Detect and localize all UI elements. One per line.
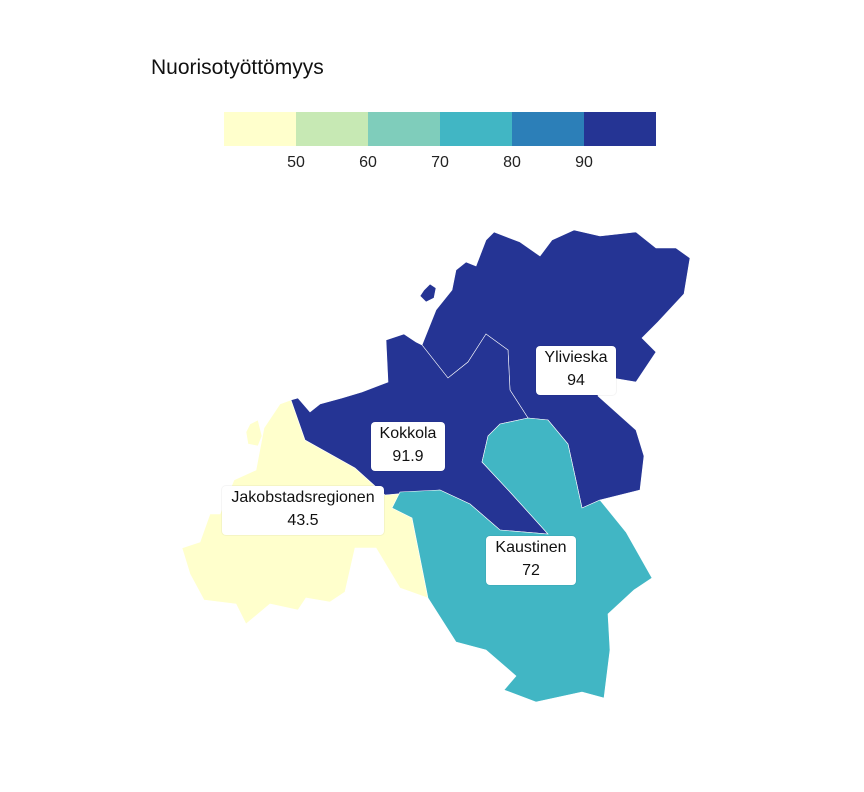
region-value: 91.9	[392, 448, 424, 465]
legend-title: Nuorisotyöttömyys	[151, 56, 324, 79]
label-kaustinen: Kaustinen 72	[486, 536, 576, 585]
region-name: Kokkola	[379, 425, 437, 442]
legend-swatch-2	[296, 112, 368, 146]
legend-swatch-1	[224, 112, 296, 146]
region-jakobstadsregionen-island[interactable]	[245, 419, 263, 447]
legend-swatch-6	[584, 112, 656, 146]
legend-swatch-3	[368, 112, 440, 146]
legend-swatch-5	[512, 112, 584, 146]
region-name: Jakobstadsregionen	[231, 489, 375, 506]
legend-tick-70: 70	[431, 154, 449, 171]
region-ylivieska-island[interactable]	[419, 283, 437, 303]
color-legend	[224, 112, 656, 146]
region-value: 43.5	[287, 512, 319, 529]
region-value: 94	[567, 372, 585, 389]
legend-tick-90: 90	[575, 154, 593, 171]
region-name: Kaustinen	[495, 539, 567, 556]
legend-tick-80: 80	[503, 154, 521, 171]
label-ylivieska: Ylivieska 94	[536, 346, 616, 395]
region-name: Ylivieska	[544, 349, 608, 366]
legend-swatch-4	[440, 112, 512, 146]
label-jakobstadsregionen: Jakobstadsregionen 43.5	[222, 486, 384, 535]
region-value: 72	[522, 562, 540, 579]
label-kokkola: Kokkola 91.9	[371, 422, 445, 471]
legend-tick-50: 50	[287, 154, 305, 171]
legend-tick-60: 60	[359, 154, 377, 171]
